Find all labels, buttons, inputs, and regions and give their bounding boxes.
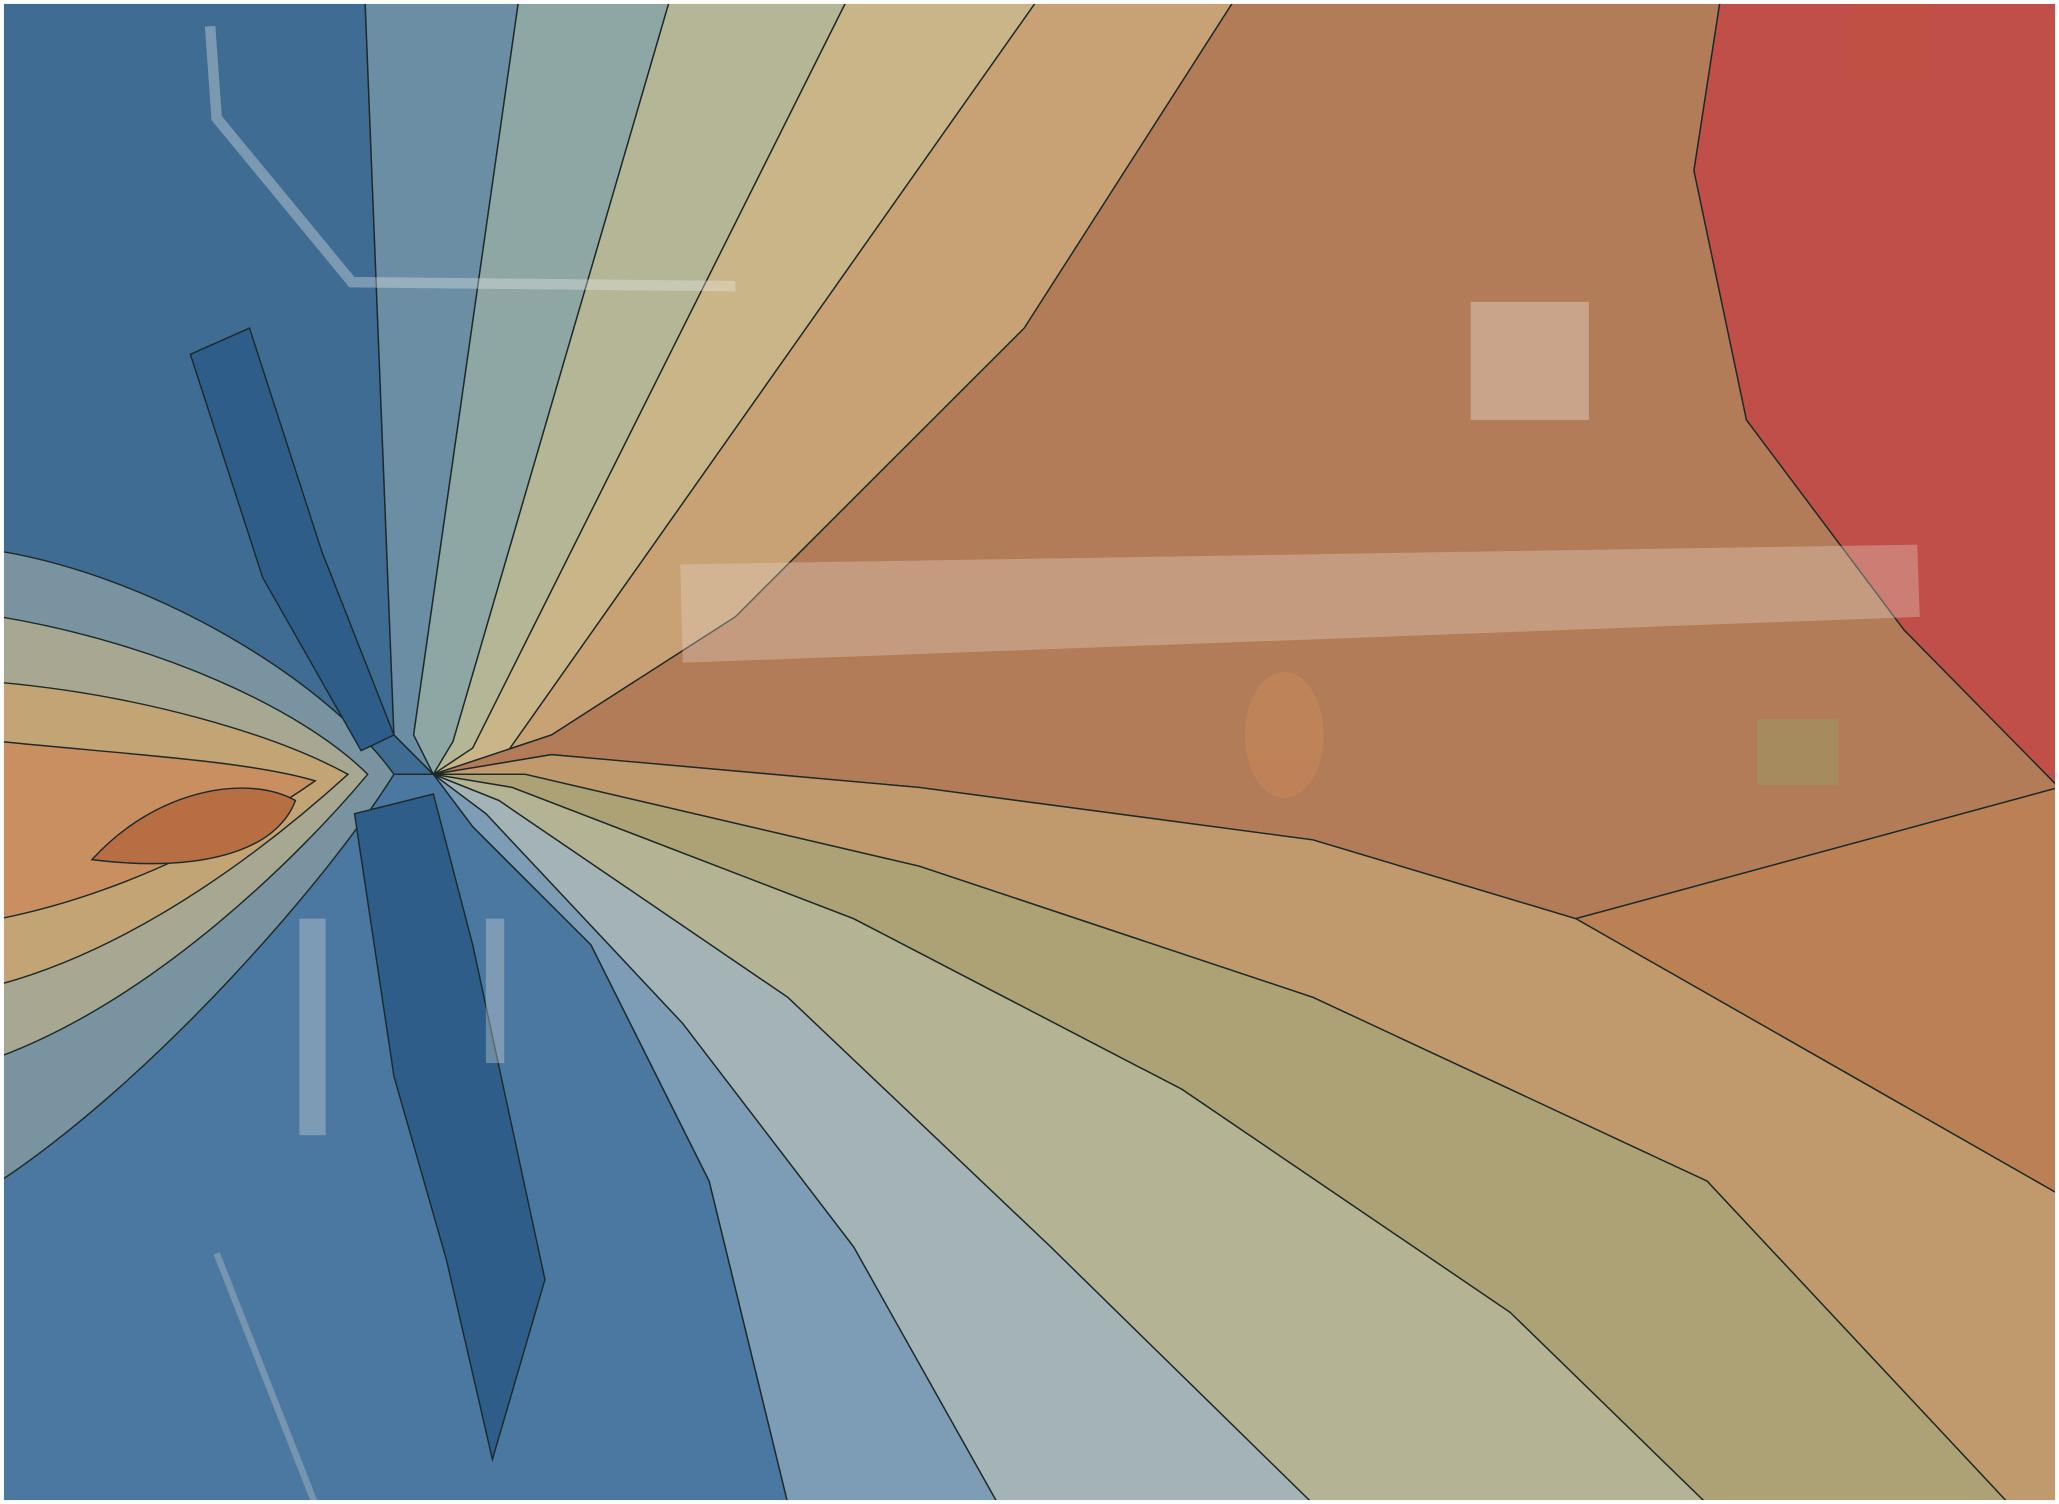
breakwater [204, 25, 736, 292]
runway [680, 544, 1920, 663]
stadium [1851, 0, 1931, 79]
pitch [1756, 719, 1839, 785]
track [1244, 671, 1324, 798]
pier [485, 918, 505, 1064]
lobe-south [353, 793, 546, 1463]
blue-lobes [189, 327, 546, 1463]
lobe-north [189, 327, 395, 752]
left-lenses [0, 550, 395, 1183]
pier [299, 918, 326, 1136]
jetty [213, 1252, 319, 1504]
imagery [204, 0, 1931, 1504]
terminal [1470, 301, 1589, 420]
lens-core [90, 787, 297, 865]
band-red [1693, 0, 2059, 789]
